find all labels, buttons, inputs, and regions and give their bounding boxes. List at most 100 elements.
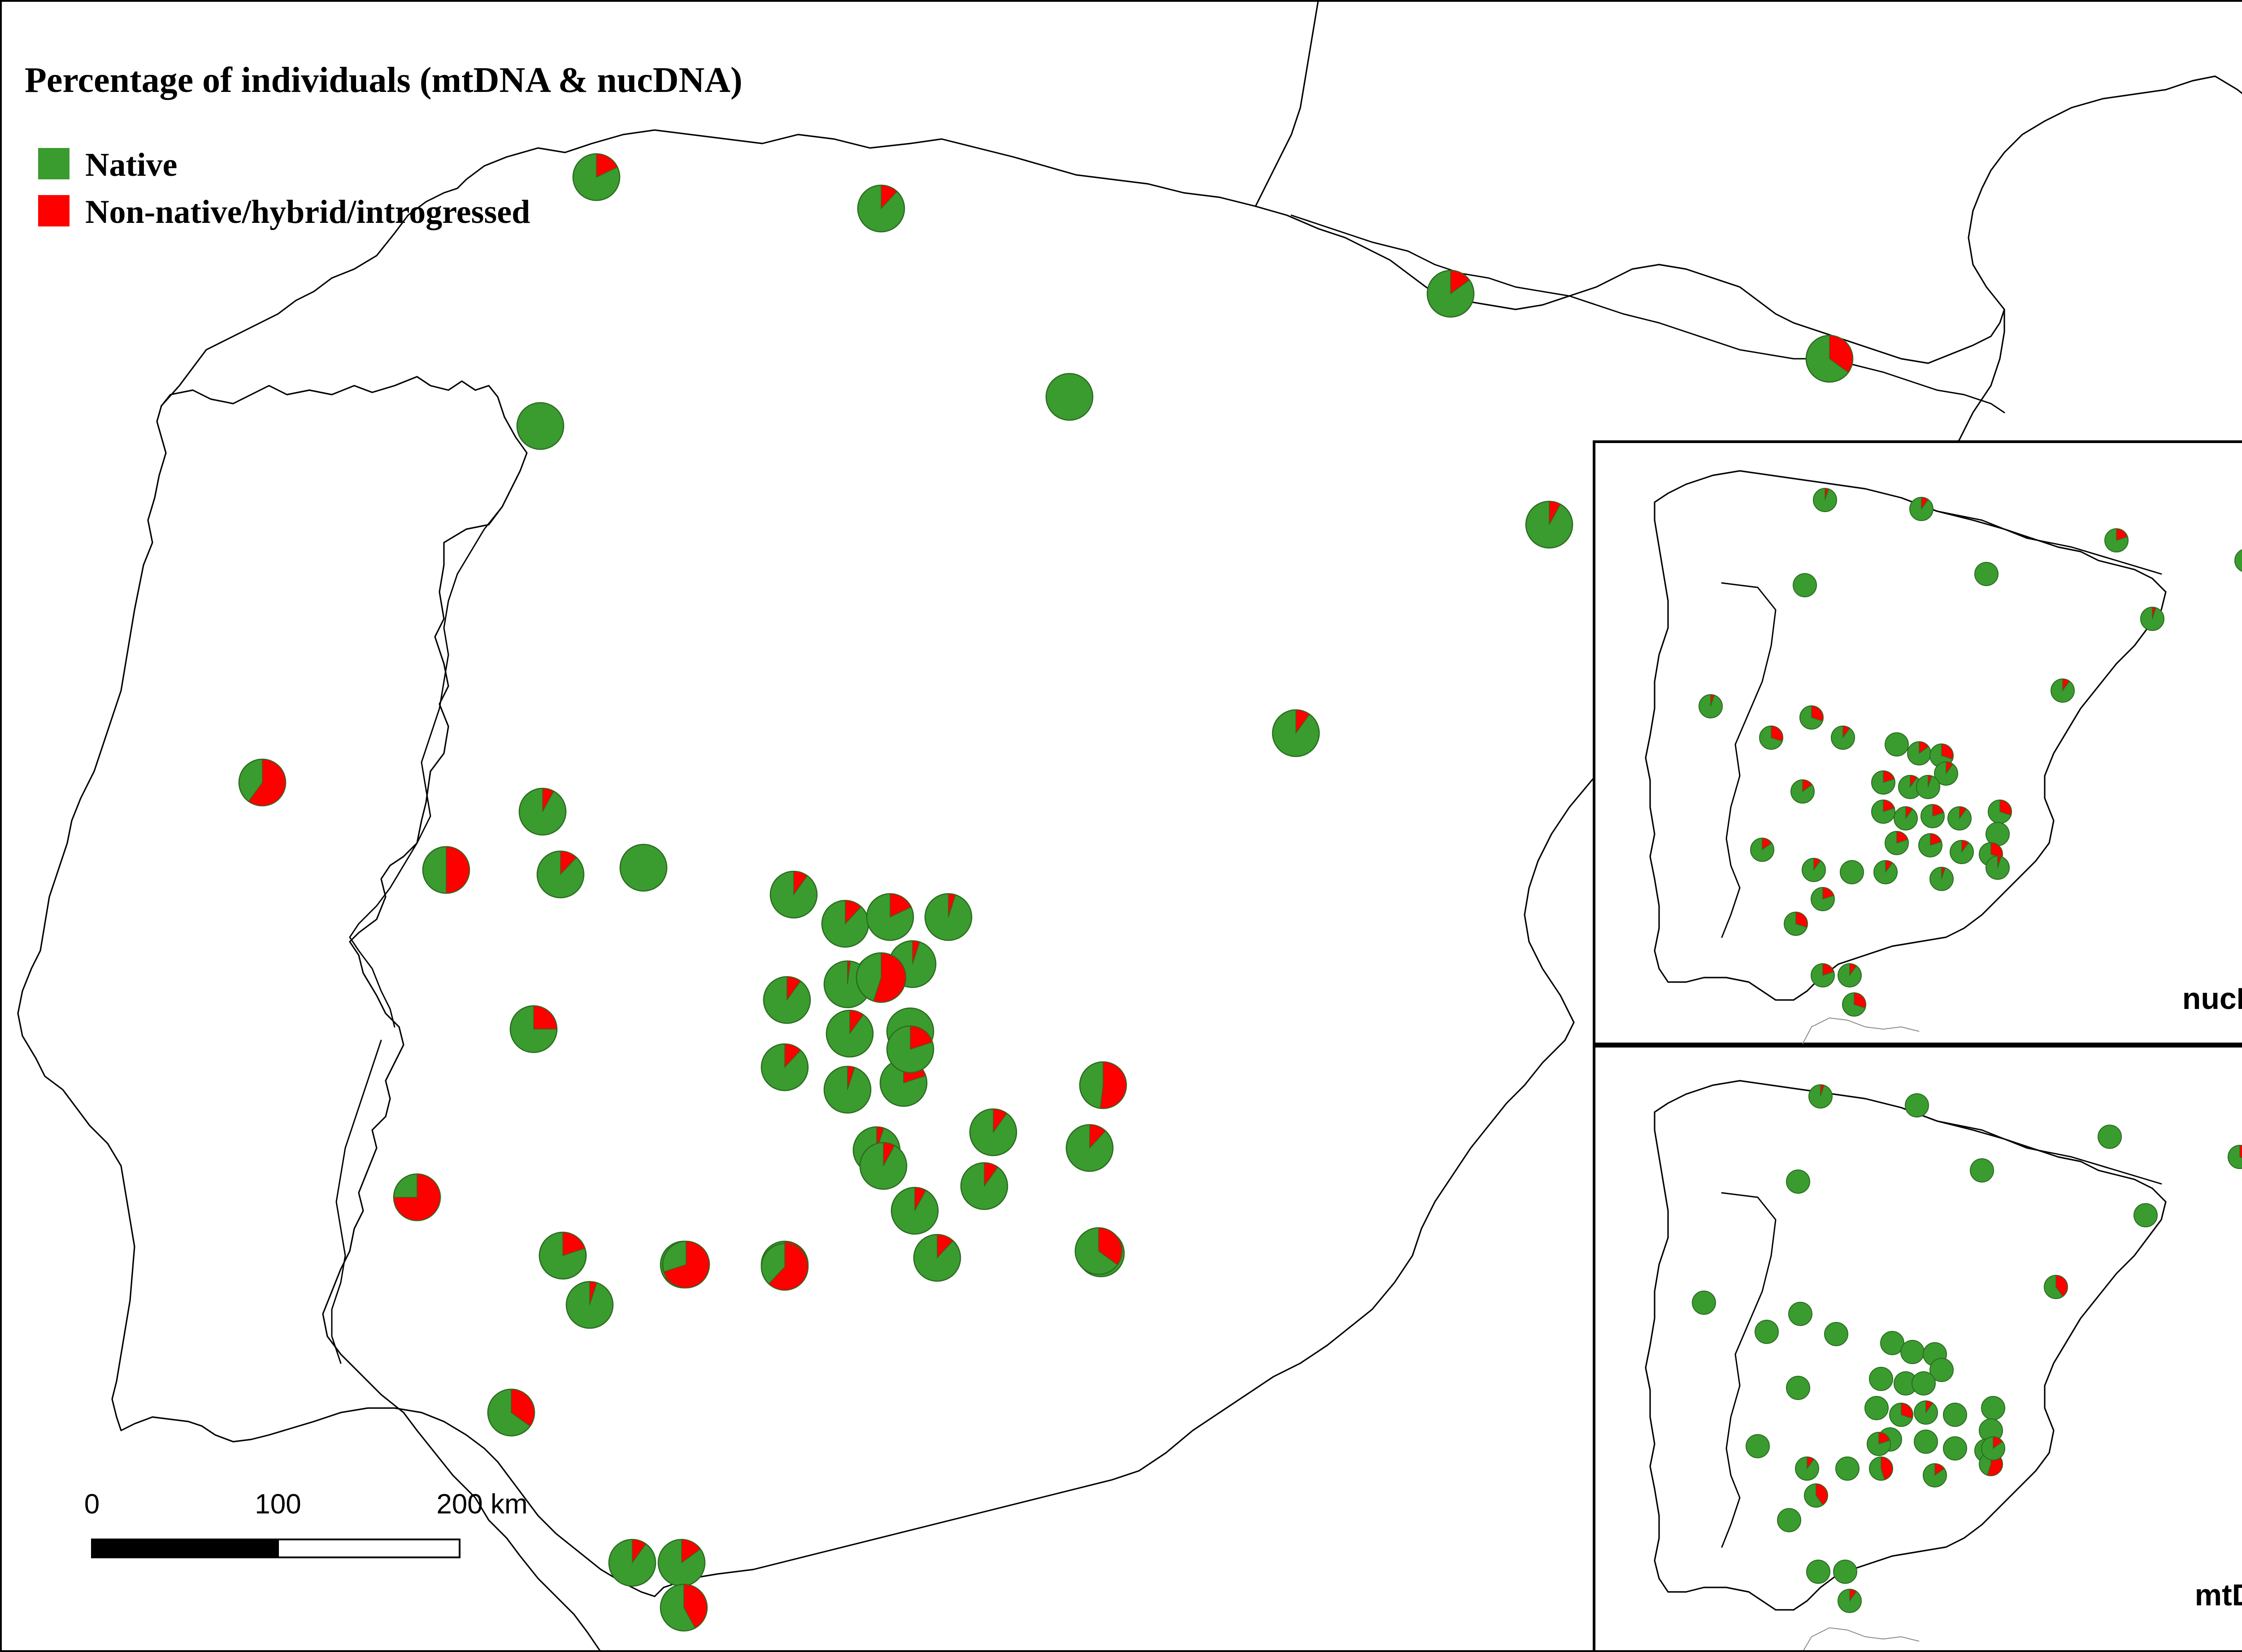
- spain-portugal-border: [349, 506, 503, 1028]
- nucDNA-pie-24: [1947, 806, 1972, 830]
- main-pie-40: [565, 1281, 614, 1329]
- inset-nucDNA-africa-coast: [1802, 1017, 1920, 1044]
- mtDNA-pie-32: [1795, 1456, 1819, 1481]
- mtDNA-pie-33: [1835, 1456, 1860, 1481]
- main-pie-47: [660, 1583, 708, 1632]
- main-pie-17: [924, 893, 973, 941]
- nucDNA-pie-41-non-native-slice: [1854, 992, 1866, 1009]
- nucDNA-pie-38: [1784, 912, 1808, 936]
- nucDNA-pie-37: [1811, 887, 1835, 911]
- scale-bar-white-segment: [277, 1539, 461, 1558]
- nucDNA-pie-13-native-slice: [1885, 732, 1909, 756]
- main-pie-49: [886, 1025, 934, 1074]
- nucDNA-pie-7: [2140, 607, 2164, 631]
- map-title: Percentage of individuals (mtDNA & nucDN…: [25, 61, 743, 100]
- legend-label-native: Native: [85, 147, 178, 183]
- mtDNA-pie-24-native-slice: [1943, 1403, 1967, 1427]
- scale-bar: 0 100 200 km: [84, 1489, 528, 1558]
- main-pie-48: [859, 1142, 908, 1190]
- nucDNA-pie-4-native-slice: [2234, 549, 2242, 572]
- legend: Native Non-native/hybrid/introgressed: [38, 147, 530, 230]
- main-pie-26-non-native-slice: [784, 1043, 801, 1068]
- minor-border: [331, 1039, 382, 1364]
- nucDNA-pie-18-non-native-slice: [1910, 775, 1918, 788]
- main-pie-32: [891, 1187, 939, 1235]
- nucDNA-pie-18: [1898, 775, 1922, 799]
- mtDNA-pie-31-native-slice: [1746, 1434, 1770, 1458]
- mtDNA-pie-11: [1788, 1302, 1812, 1326]
- nucDNA-pie-22: [1894, 806, 1918, 830]
- mtDNA-pie-20: [1786, 1376, 1810, 1400]
- main-pie-32-non-native-slice: [914, 1187, 927, 1211]
- legend-swatch-non-native: [38, 195, 70, 226]
- main-pie-16: [866, 893, 914, 941]
- main-pie-50: [1074, 1227, 1123, 1275]
- main-pie-28: [823, 1065, 872, 1114]
- mtDNA-pie-13-native-slice: [1880, 1331, 1904, 1355]
- mtDNA-pie-43: [1867, 1432, 1891, 1456]
- main-pie-14-non-native-slice: [793, 871, 808, 896]
- main-pie-15-non-native-slice: [845, 900, 862, 925]
- nucDNA-pie-7-non-native-slice: [2152, 607, 2156, 619]
- nucDNA-pie-14: [1907, 741, 1931, 765]
- main-pie-14: [769, 870, 818, 919]
- mtDNA-pie-23: [1914, 1400, 1938, 1425]
- mtDNA-pie-35-non-native-slice: [1934, 1463, 1945, 1476]
- main-pie-36-non-native-slice: [562, 1232, 586, 1256]
- main-pie-6: [1045, 373, 1094, 421]
- nucDNA-pie-2: [1909, 497, 1934, 521]
- nucDNA-pie-16-non-native-slice: [1946, 761, 1954, 775]
- mtDNA-pie-19: [1912, 1371, 1936, 1396]
- nucDNA-pie-13: [1885, 732, 1909, 756]
- main-pie-24: [826, 1009, 874, 1058]
- nucDNA-pie-29: [1950, 840, 1974, 864]
- spain-france-border: [1290, 214, 2005, 413]
- mtDNA-pie-12: [1824, 1322, 1848, 1346]
- main-pie-24-non-native-slice: [849, 1010, 864, 1035]
- main-pie-45: [608, 1539, 656, 1587]
- main-pie-33-non-native-slice: [984, 1162, 999, 1187]
- main-pie-40-non-native-slice: [589, 1281, 598, 1305]
- mtDNA-pie-29-native-slice: [1943, 1436, 1967, 1461]
- nucDNA-pie-19: [1916, 775, 1940, 799]
- main-pie-46: [657, 1539, 706, 1587]
- nucDNA-pie-41: [1842, 992, 1866, 1017]
- mtDNA-pie-40: [1833, 1560, 1857, 1584]
- nucDNA-pie-23-non-native-slice: [1932, 804, 1944, 817]
- nucDNA-pie-37-non-native-slice: [1822, 887, 1834, 900]
- inset-mtDNA-label: mtDNA: [2195, 1578, 2242, 1612]
- mtDNA-pie-33-native-slice: [1835, 1456, 1860, 1481]
- nucDNA-pie-1-non-native-slice: [1825, 488, 1829, 500]
- main-pie-42-non-native-slice: [768, 1243, 808, 1291]
- main-pie-15: [821, 900, 869, 948]
- mtDNA-pie-23-non-native-slice: [1925, 1400, 1934, 1414]
- main-pie-39-non-native-slice: [937, 1234, 954, 1259]
- nucDNA-pie-31-non-native-slice: [1762, 838, 1773, 851]
- mtDNA-pie-10-native-slice: [1755, 1320, 1779, 1344]
- inset-mtDNA-africa-coast: [1802, 1627, 1920, 1652]
- nucDNA-pie-40-non-native-slice: [1849, 963, 1857, 977]
- nucDNA-pie-8: [2051, 678, 2075, 703]
- main-pie-2: [857, 184, 905, 233]
- mtDNA-pie-13: [1880, 1331, 1904, 1355]
- nucDNA-pie-29-non-native-slice: [1961, 840, 1969, 853]
- main-pie-central-overlap: [856, 952, 907, 1003]
- main-pie-1: [572, 153, 621, 201]
- main-pie-10-non-native-slice: [542, 788, 555, 812]
- mtDNA-pie-29: [1943, 1436, 1967, 1461]
- main-pie-4: [1805, 335, 1854, 383]
- western-coastline: [17, 405, 656, 1597]
- main-pie-26: [760, 1043, 809, 1091]
- nucDNA-pie-4: [2234, 549, 2242, 572]
- nucDNA-pie-39: [1811, 963, 1835, 987]
- mtDNA-pie-24: [1943, 1403, 1967, 1427]
- main-pie-5-native-slice: [516, 402, 565, 450]
- mtDNA-pie-12-native-slice: [1824, 1322, 1848, 1346]
- main-pie-46-non-native-slice: [681, 1539, 701, 1564]
- nucDNA-pie-10: [1759, 726, 1783, 750]
- mtDNA-pie-19-native-slice: [1912, 1371, 1936, 1396]
- mtDNA-pie-34: [1869, 1456, 1893, 1481]
- mtDNA-pie-17: [1869, 1367, 1893, 1391]
- nucDNA-pie-5-native-slice: [1974, 562, 1999, 586]
